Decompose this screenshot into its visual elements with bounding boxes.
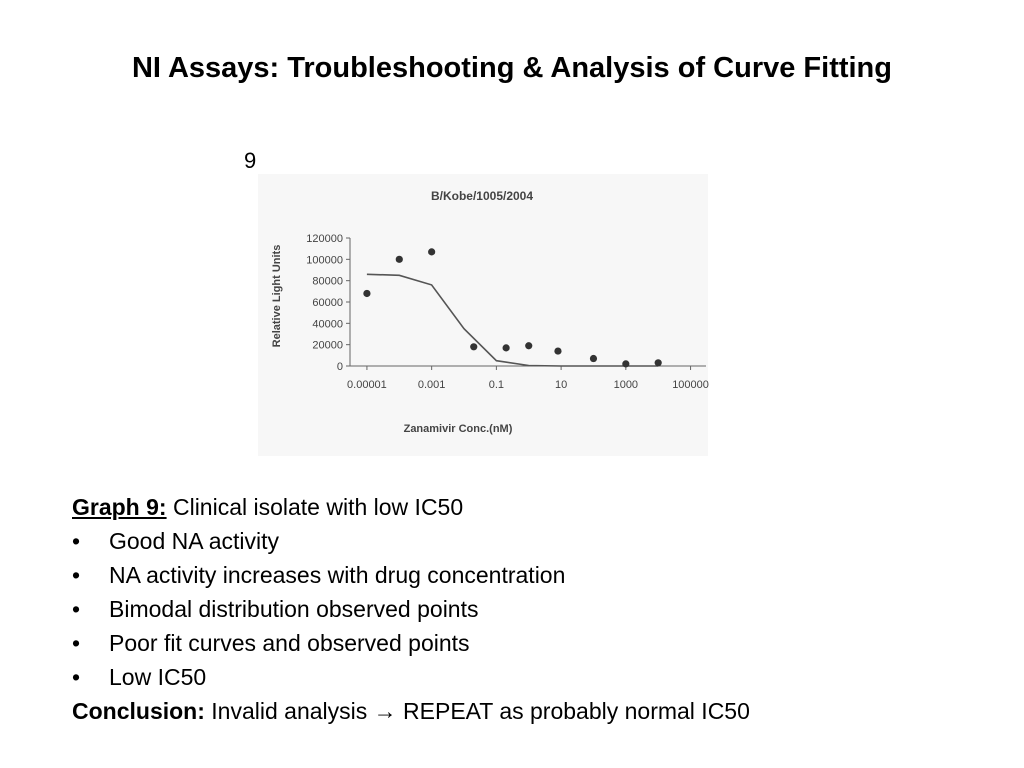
bullet-item: • Low IC50 <box>72 660 972 694</box>
bullet-char: • <box>72 562 81 588</box>
fit-curve-line <box>366 273 659 367</box>
data-point <box>525 342 533 350</box>
bullet-char: • <box>72 630 81 656</box>
bullet-item: • NA activity increases with drug concent… <box>72 558 972 592</box>
x-tick-label: 0.1 <box>489 379 504 391</box>
y-axis-label: Relative Light Units <box>271 245 283 348</box>
bullet-char: • <box>72 664 81 690</box>
chart-background <box>258 174 708 456</box>
data-point <box>363 289 371 298</box>
bullet-text: Poor fit curves and observed points <box>109 630 470 656</box>
y-tick-label: 20000 <box>312 340 343 352</box>
bullet-item: • Bimodal distribution observed points <box>72 592 972 626</box>
bullet-item: • Poor fit curves and observed points <box>72 626 972 660</box>
chart-svg: B/Kobe/1005/2004 0.00001 0.001 0.1 10 1000 10… <box>258 174 709 456</box>
bullet-text: Bimodal distribution observed points <box>109 596 479 622</box>
y-axis-ticks: 0 20000 40000 60000 80000 100000 120000 <box>306 233 350 373</box>
y-tick-label: 100000 <box>306 254 343 266</box>
chart-title: B/Kobe/1005/2004 <box>431 189 533 203</box>
conclusion-text: Invalid analysis → REPEAT as probably no… <box>204 698 750 724</box>
bullet-text: Good NA activity <box>109 528 280 554</box>
y-tick-label: 0 <box>337 361 343 373</box>
bullet-text: Low IC50 <box>109 664 207 690</box>
notes-block: Graph 9: Clinical isolate with low IC50 … <box>72 490 972 728</box>
x-tick-label: 0.001 <box>418 379 446 391</box>
x-axis-label: Zanamivir Conc.(nM) <box>404 423 513 435</box>
bullet-text: NA activity increases with drug concentr… <box>109 562 566 588</box>
notes-heading: Graph 9: Clinical isolate with low IC50 <box>72 490 972 524</box>
bullet-char: • <box>72 596 81 622</box>
slide-title: NI Assays: Troubleshooting & Analysis of… <box>131 52 892 84</box>
data-point <box>589 354 598 363</box>
figure-number: 9 <box>244 148 257 173</box>
bullet-char: • <box>72 528 81 554</box>
data-point <box>622 360 630 368</box>
data-point <box>470 343 478 351</box>
x-tick-label: 1000 <box>614 379 638 391</box>
graph-heading-text: Clinical isolate with low IC50 <box>166 494 464 520</box>
data-point <box>395 255 403 263</box>
x-tick-label: 100000 <box>672 379 709 391</box>
bullet-item: • Good NA activity <box>72 524 972 558</box>
y-tick-label: 40000 <box>312 318 343 330</box>
x-axis-ticks: 0.00001 0.001 0.1 10 1000 100000 <box>347 366 709 391</box>
graph-heading-label: Graph 9: <box>72 494 167 520</box>
conclusion-line: Conclusion: Invalid analysis → REPEAT as… <box>72 694 972 728</box>
y-tick-label: 80000 <box>312 276 343 288</box>
y-tick-label: 120000 <box>306 233 343 245</box>
data-point <box>554 347 562 355</box>
x-tick-label: 10 <box>555 379 567 391</box>
x-tick-label: 0.00001 <box>347 379 387 391</box>
chart-figure: B/Kobe/1005/2004 0.00001 0.001 0.1 10 1000 10… <box>236 144 710 456</box>
conclusion-label: Conclusion: <box>72 698 205 724</box>
data-point <box>654 359 662 367</box>
data-point <box>502 344 510 352</box>
data-points <box>363 248 662 368</box>
data-point <box>428 248 436 256</box>
y-tick-label: 60000 <box>312 297 343 309</box>
